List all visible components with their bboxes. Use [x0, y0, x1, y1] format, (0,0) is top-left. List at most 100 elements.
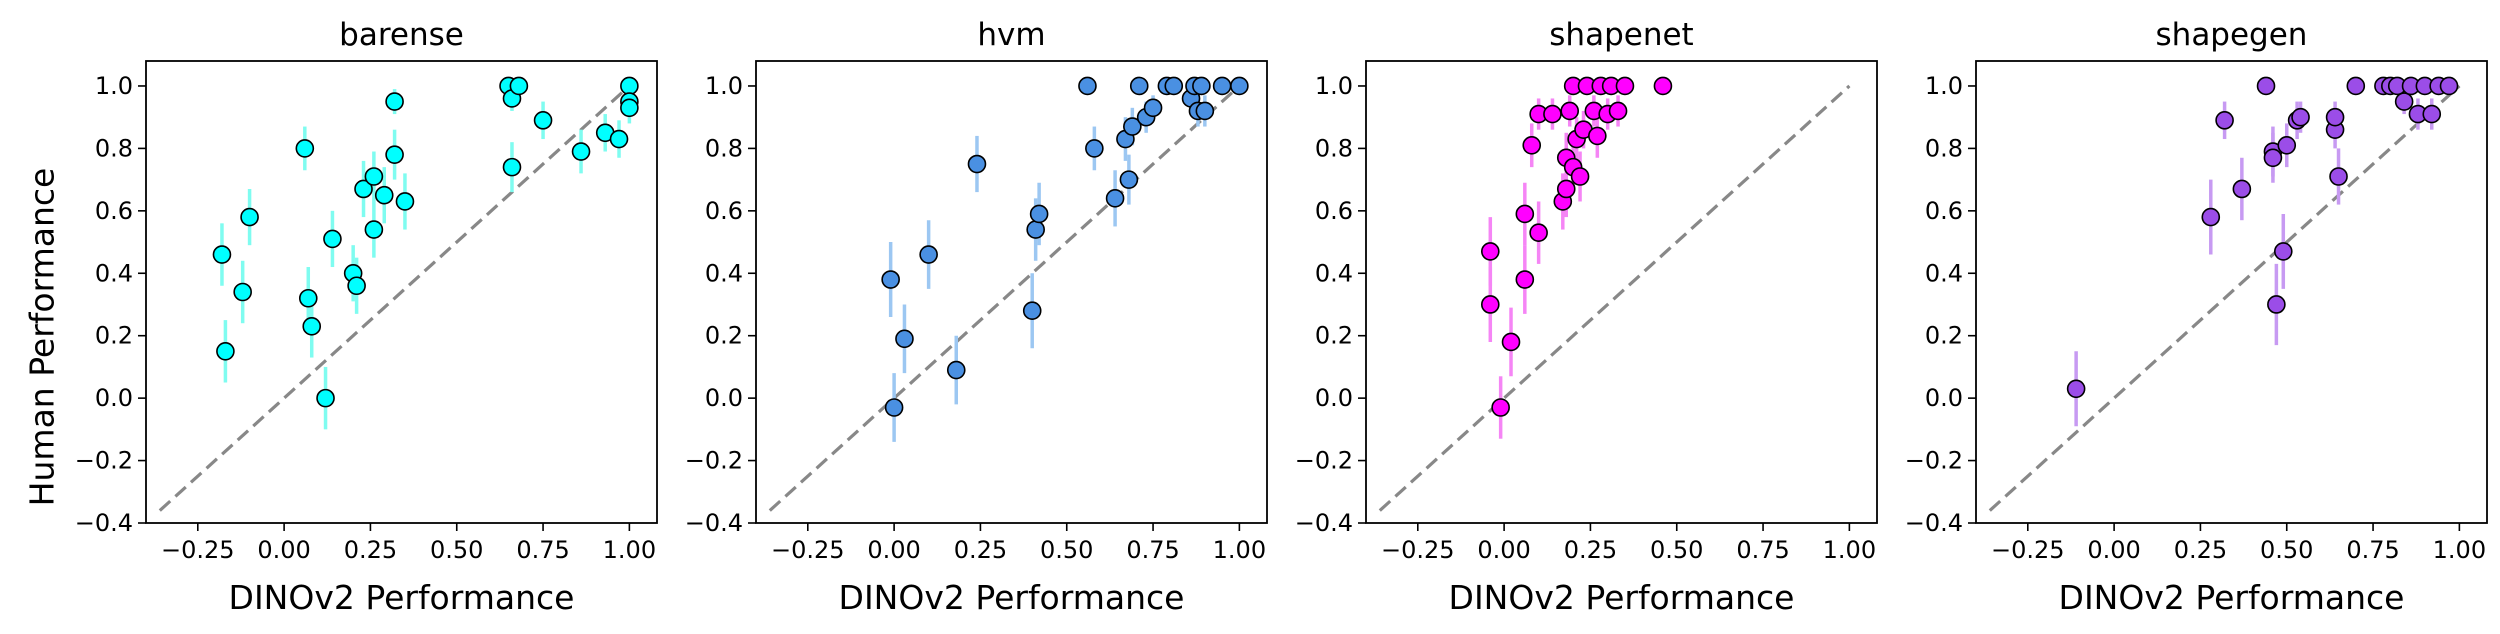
- axes-frame: [755, 60, 1268, 524]
- data-point: [395, 192, 415, 211]
- panel-title: hvm: [977, 17, 1045, 53]
- x-tick-label: 0.50: [1040, 536, 1093, 564]
- data-point: [1078, 76, 1097, 96]
- x-tick-label: 0.75: [516, 536, 569, 564]
- data-point: [571, 142, 591, 161]
- data-point: [502, 157, 522, 177]
- data-point: [323, 229, 342, 249]
- y-tick-label: 0.0: [95, 384, 133, 412]
- data-point: [2325, 107, 2345, 127]
- y-axis-label: Human Performance: [23, 168, 62, 507]
- data-point: [1164, 76, 1184, 96]
- data-point: [2291, 107, 2310, 127]
- data-point: [2267, 295, 2286, 314]
- data-point: [364, 167, 384, 186]
- panel-title: barense: [339, 17, 464, 53]
- x-tick-label: 0.50: [1650, 536, 1703, 564]
- data-point: [1480, 295, 1500, 314]
- y-tick-label: 0.8: [1315, 134, 1353, 162]
- y-tick-label: 0.2: [1315, 322, 1353, 350]
- data-point: [1608, 101, 1628, 121]
- data-point: [1143, 98, 1163, 118]
- data-point: [895, 329, 914, 349]
- data-point: [1543, 104, 1562, 124]
- data-point: [2263, 148, 2283, 168]
- panel-shapenet: shapenet −0.25 0.00 0.25 0.50 0.75 1.00 −0.4 −0.…: [1295, 17, 1878, 617]
- data-point: [298, 288, 318, 308]
- y-tick-label: 0.8: [705, 134, 743, 162]
- x-tick-label: −0.25: [771, 536, 845, 564]
- x-tick-label: −0.25: [1991, 536, 2065, 564]
- data-point: [1195, 101, 1215, 121]
- x-tick-label: 0.25: [954, 536, 1007, 564]
- y-tick-label: −0.4: [1905, 509, 1963, 537]
- y-tick-label: 0.8: [95, 134, 133, 162]
- data-point: [1515, 204, 1535, 224]
- x-tick-label: 0.00: [257, 536, 310, 564]
- data-point: [2232, 179, 2252, 199]
- x-axis-label: DINOv2 Performance: [839, 578, 1185, 617]
- y-tick-label: 0.8: [1925, 134, 1963, 162]
- data-point: [1230, 76, 1249, 96]
- y-tick-label: 0.2: [95, 322, 133, 350]
- y-tick-label: 0.0: [1315, 384, 1353, 412]
- x-tick-label: 0.75: [1126, 536, 1179, 564]
- x-tick-label: −0.25: [161, 536, 235, 564]
- x-tick-label: 0.25: [2174, 536, 2227, 564]
- y-tick-label: 1.0: [95, 72, 133, 100]
- data-point: [1560, 101, 1580, 121]
- y-tick-label: 0.0: [1925, 384, 1963, 412]
- diagonal-reference-line: [768, 84, 1241, 512]
- panel-shapegen: shapegen −0.25 0.00 0.25 0.50 0.75 1.00 −0.4 −0.…: [1905, 17, 2488, 617]
- data-point: [1588, 126, 1607, 146]
- y-tick-label: 0.4: [95, 259, 133, 287]
- panel-hvm: hvm −0.25 0.00 0.25 0.50 0.75 1.00 −0.4 −0.2 0.0 0…: [685, 17, 1268, 617]
- data-point: [1026, 220, 1045, 239]
- data-point: [1129, 76, 1149, 96]
- panel-barense: barense −0.25 0.00 0.25 0.50 0.75 1.00 −0.4 −0.2…: [75, 17, 658, 617]
- panels: barense −0.25 0.00 0.25 0.50 0.75 1.00 −0.4 −0.2…: [75, 17, 2488, 617]
- data-point: [1022, 301, 1042, 321]
- data-point: [1615, 76, 1635, 96]
- data-point: [233, 282, 252, 302]
- data-point: [2394, 92, 2414, 111]
- y-tick-label: 1.0: [1925, 72, 1963, 100]
- data-point: [1529, 223, 1548, 242]
- diagonal-reference-line: [1378, 84, 1851, 512]
- x-tick-label: −0.25: [1381, 536, 1455, 564]
- y-tick-label: −0.2: [75, 447, 133, 475]
- data-point: [2277, 135, 2297, 155]
- data-point: [240, 207, 259, 227]
- data-point: [1105, 189, 1125, 208]
- data-point: [1029, 204, 1049, 224]
- panel-title: shapegen: [2156, 17, 2308, 53]
- data-point: [2329, 167, 2348, 186]
- data-point: [2256, 76, 2276, 96]
- x-tick-label: 0.00: [2087, 536, 2140, 564]
- x-axis-label: DINOv2 Performance: [229, 578, 575, 617]
- data-point: [2273, 242, 2293, 261]
- x-tick-label: 0.00: [1477, 536, 1530, 564]
- data-point: [946, 360, 966, 380]
- data-point: [347, 276, 366, 296]
- data-point: [212, 245, 232, 264]
- y-tick-label: −0.2: [1295, 447, 1353, 475]
- data-point: [295, 139, 315, 158]
- x-tick-label: 0.75: [1736, 536, 1789, 564]
- y-tick-label: 0.4: [705, 259, 743, 287]
- data-point: [302, 317, 322, 336]
- y-tick-label: −0.2: [1905, 447, 1963, 475]
- x-tick-label: 0.50: [430, 536, 483, 564]
- y-tick-label: 0.6: [1925, 197, 1963, 225]
- data-point: [216, 342, 235, 361]
- data-point: [374, 185, 394, 205]
- data-point: [1192, 76, 1211, 96]
- data-point: [609, 129, 629, 149]
- axes-frame: [1975, 60, 2488, 524]
- y-tick-label: 0.2: [1925, 322, 1963, 350]
- y-tick-label: 0.4: [1925, 259, 1963, 287]
- data-point: [2201, 207, 2221, 227]
- data-point: [1556, 179, 1576, 199]
- x-tick-label: 0.50: [2260, 536, 2313, 564]
- x-tick-label: 0.25: [344, 536, 397, 564]
